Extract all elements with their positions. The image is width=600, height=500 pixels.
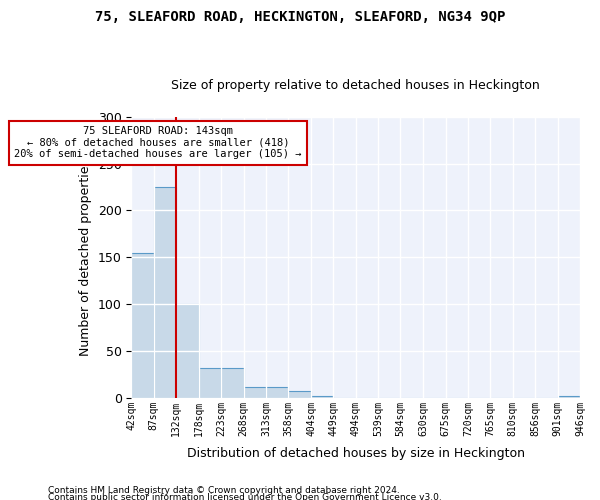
Bar bbox=[199, 368, 221, 398]
Bar bbox=[154, 187, 176, 398]
Title: Size of property relative to detached houses in Heckington: Size of property relative to detached ho… bbox=[172, 79, 540, 92]
Bar bbox=[176, 304, 199, 398]
Text: Contains HM Land Registry data © Crown copyright and database right 2024.: Contains HM Land Registry data © Crown c… bbox=[48, 486, 400, 495]
Text: Contains public sector information licensed under the Open Government Licence v3: Contains public sector information licen… bbox=[48, 494, 442, 500]
Text: 75, SLEAFORD ROAD, HECKINGTON, SLEAFORD, NG34 9QP: 75, SLEAFORD ROAD, HECKINGTON, SLEAFORD,… bbox=[95, 10, 505, 24]
Text: 75 SLEAFORD ROAD: 143sqm
← 80% of detached houses are smaller (418)
20% of semi-: 75 SLEAFORD ROAD: 143sqm ← 80% of detach… bbox=[14, 126, 302, 160]
Bar bbox=[266, 386, 288, 398]
Bar bbox=[131, 252, 154, 398]
Bar bbox=[221, 368, 244, 398]
Bar bbox=[557, 396, 580, 398]
Bar bbox=[288, 392, 311, 398]
Bar bbox=[244, 386, 266, 398]
Y-axis label: Number of detached properties: Number of detached properties bbox=[79, 159, 92, 356]
Bar bbox=[311, 396, 334, 398]
X-axis label: Distribution of detached houses by size in Heckington: Distribution of detached houses by size … bbox=[187, 447, 525, 460]
